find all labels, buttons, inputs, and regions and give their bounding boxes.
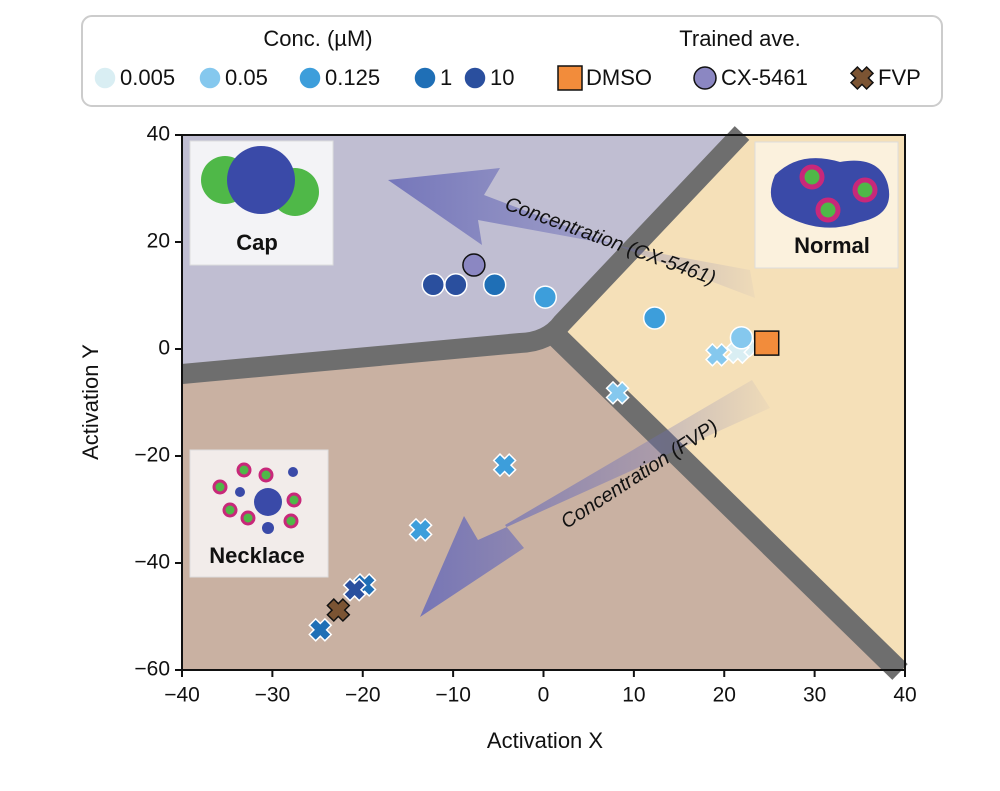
icon <box>212 479 228 495</box>
legend-label: FVP <box>878 65 921 90</box>
legend-label: 1 <box>440 65 452 90</box>
region-label: Cap <box>236 230 278 255</box>
legend-label: 10 <box>490 65 514 90</box>
x-tick-label: 40 <box>893 684 916 707</box>
point <box>421 273 445 297</box>
icon <box>258 467 274 483</box>
y-tick-label: 0 <box>158 337 170 360</box>
legend-swatch <box>557 65 583 91</box>
point <box>408 517 433 542</box>
point <box>482 273 507 297</box>
point <box>533 285 558 309</box>
point <box>705 342 730 367</box>
point <box>753 330 780 356</box>
legend-swatch <box>463 66 487 90</box>
legend-swatch <box>198 66 222 90</box>
legend-title: Trained ave. <box>679 26 800 51</box>
icon <box>852 177 878 203</box>
point <box>605 380 630 405</box>
y-tick-label: −20 <box>134 444 170 467</box>
point <box>492 453 517 478</box>
x-tick-label: 10 <box>622 684 645 707</box>
icon <box>227 146 295 214</box>
x-tick-label: 20 <box>713 684 736 707</box>
legend-swatch <box>693 66 717 90</box>
region-label: Necklace <box>209 543 304 568</box>
point <box>444 273 468 297</box>
icon <box>288 467 298 477</box>
point <box>308 617 333 642</box>
x-axis-label: Activation X <box>487 728 603 753</box>
point <box>462 253 486 277</box>
boundary <box>181 126 750 384</box>
x-tick-label: −30 <box>255 684 291 707</box>
legend-label: 0.125 <box>325 65 380 90</box>
icon <box>799 164 825 190</box>
legend-label: DMSO <box>586 65 652 90</box>
point <box>326 598 351 623</box>
legend-box <box>81 15 943 107</box>
icon <box>236 462 252 478</box>
icon <box>262 522 274 534</box>
icon <box>283 513 299 529</box>
icon-boxes: Cap Normal Necklace <box>189 140 899 578</box>
y-axis-label: Activation Y <box>78 344 103 460</box>
icon <box>235 487 245 497</box>
y-tick-label: 20 <box>147 230 170 253</box>
y-tick-label: −60 <box>134 658 170 681</box>
region-label: Normal <box>794 233 870 258</box>
legend-swatch <box>298 66 322 90</box>
legend-label: 0.05 <box>225 65 268 90</box>
icon <box>254 488 282 516</box>
x-tick-label: −40 <box>164 684 200 707</box>
point <box>729 326 754 350</box>
legend-label: CX-5461 <box>721 65 808 90</box>
arrow <box>420 380 770 617</box>
icon <box>815 197 841 223</box>
point <box>642 306 667 330</box>
y-tick-label: 40 <box>147 123 170 146</box>
legend-swatch <box>413 66 437 90</box>
legend-swatch <box>93 66 117 90</box>
legend-label: 0.005 <box>120 65 175 90</box>
x-tick-label: 0 <box>538 684 550 707</box>
legend-swatch <box>849 65 875 91</box>
y-tick-label: −40 <box>134 551 170 574</box>
x-tick-label: −10 <box>435 684 471 707</box>
arrow <box>388 168 755 298</box>
icon <box>222 502 238 518</box>
legend-title: Conc. (µM) <box>263 26 372 51</box>
icon-box <box>189 449 329 578</box>
x-tick-label: 30 <box>803 684 826 707</box>
point <box>342 577 367 602</box>
icon <box>240 510 256 526</box>
icon <box>286 492 302 508</box>
x-tick-label: −20 <box>345 684 381 707</box>
